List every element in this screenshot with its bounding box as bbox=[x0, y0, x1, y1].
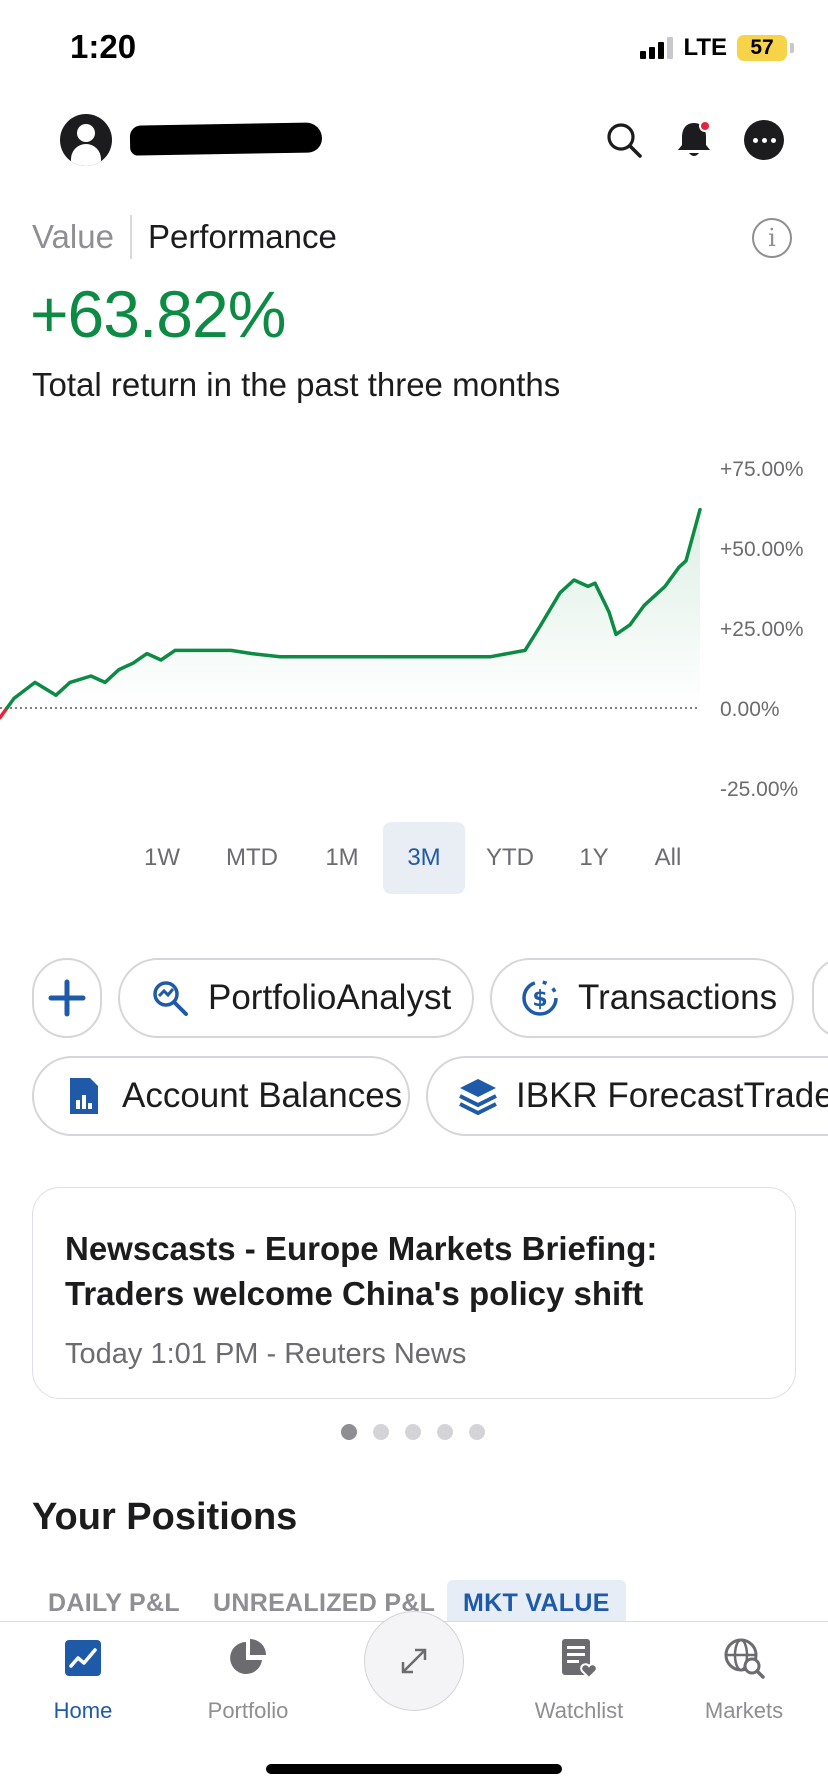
chip-label: Account Balances bbox=[122, 1076, 403, 1115]
chart-area bbox=[14, 509, 700, 708]
nav-portfolio[interactable]: Portfolio bbox=[183, 1636, 313, 1724]
battery-tip bbox=[790, 43, 794, 53]
tab-divider bbox=[129, 215, 132, 259]
y-tick-label: +25.00% bbox=[720, 618, 804, 641]
watchlist-icon bbox=[557, 1636, 601, 1680]
range-tab-1m[interactable]: 1M bbox=[325, 844, 359, 871]
tab-daily-pl[interactable]: DAILY P&L bbox=[48, 1588, 180, 1617]
battery-level: 57 bbox=[750, 36, 774, 59]
chart-line-negative bbox=[0, 706, 9, 720]
plus-icon bbox=[48, 979, 86, 1017]
y-tick-label: 0.00% bbox=[720, 698, 780, 721]
tab-value[interactable]: Value bbox=[32, 218, 114, 255]
y-tick-label: +75.00% bbox=[720, 458, 804, 481]
positions-tabs: DAILY P&L UNREALIZED P&L MKT VALUE bbox=[32, 1580, 828, 1622]
news-headline: Newscasts - Europe Markets Briefing: Tra… bbox=[65, 1230, 658, 1312]
chart-svg: +75.00% +50.00% +25.00% 0.00% -25.00% bbox=[0, 458, 804, 800]
nav-label-watchlist: Watchlist bbox=[534, 1698, 624, 1723]
tab-performance[interactable]: Performance bbox=[147, 218, 337, 255]
avatar-icon[interactable] bbox=[60, 114, 112, 166]
nav-label-markets: Markets bbox=[704, 1698, 784, 1723]
range-tab-1w[interactable]: 1W bbox=[144, 844, 180, 871]
ibkr-forecasttrader-chip[interactable]: IBKR ForecastTrader bbox=[426, 1056, 828, 1136]
info-icon: i bbox=[768, 224, 776, 252]
pager-dot-3[interactable] bbox=[405, 1424, 421, 1440]
chip-label: Transactions bbox=[578, 978, 778, 1017]
status-time: 1:20 bbox=[70, 28, 137, 65]
svg-text:$: $ bbox=[532, 987, 547, 1012]
home-chart-icon bbox=[61, 1636, 105, 1680]
y-tick-label: +50.00% bbox=[720, 538, 804, 561]
network-type: LTE bbox=[683, 34, 727, 61]
bell-icon bbox=[678, 120, 711, 156]
total-return-value: +63.82% bbox=[30, 277, 286, 351]
transactions-chip[interactable]: $ Transactions bbox=[490, 958, 794, 1038]
tab-mkt-value[interactable]: MKT VALUE bbox=[447, 1580, 626, 1622]
status-bar: 1:20 LTE 57 bbox=[0, 0, 828, 100]
y-tick-label: -25.00% bbox=[720, 778, 798, 800]
search-icon bbox=[607, 123, 642, 158]
pager-dot-4[interactable] bbox=[437, 1424, 453, 1440]
battery-icon: 57 bbox=[737, 35, 787, 61]
expand-arrows-icon bbox=[401, 1648, 427, 1674]
chip-label: IBKR ForecastTrader bbox=[516, 1076, 828, 1115]
performance-chart[interactable]: +75.00% +50.00% +25.00% 0.00% -25.00% bbox=[0, 440, 828, 800]
globe-search-icon bbox=[722, 1636, 766, 1680]
chart-line-series bbox=[5, 507, 702, 710]
analysis-search-icon bbox=[150, 978, 190, 1018]
status-indicators: LTE 57 bbox=[640, 34, 794, 62]
app-header bbox=[0, 110, 828, 170]
range-tab-mtd[interactable]: MTD bbox=[226, 844, 278, 871]
cellular-signal-icon bbox=[640, 37, 674, 59]
nav-watchlist[interactable]: Watchlist bbox=[514, 1636, 644, 1724]
dollar-history-icon: $ bbox=[520, 978, 560, 1018]
news-pager bbox=[341, 1424, 485, 1440]
total-return-subtitle: Total return in the past three months bbox=[32, 366, 561, 403]
nav-markets[interactable]: Markets bbox=[679, 1636, 809, 1724]
nav-label-home: Home bbox=[53, 1698, 113, 1723]
pager-dot-1[interactable] bbox=[341, 1424, 357, 1440]
tab-unrealized-pl[interactable]: UNREALIZED P&L bbox=[213, 1588, 436, 1617]
info-button[interactable]: i bbox=[752, 218, 792, 258]
nav-home[interactable]: Home bbox=[18, 1636, 148, 1724]
pager-dot-5[interactable] bbox=[469, 1424, 485, 1440]
range-selector: 1W MTD 1M 3M YTD 1Y All bbox=[0, 822, 828, 894]
search-button[interactable] bbox=[600, 116, 648, 164]
more-options-button[interactable] bbox=[740, 116, 788, 164]
expand-button[interactable] bbox=[364, 1611, 464, 1711]
document-chart-icon bbox=[64, 1076, 104, 1116]
range-tab-3m[interactable]: 3M bbox=[383, 822, 465, 894]
news-card[interactable]: Newscasts - Europe Markets Briefing: Tra… bbox=[32, 1187, 796, 1399]
range-tab-1y[interactable]: 1Y bbox=[579, 844, 609, 871]
more-icon bbox=[744, 120, 784, 160]
portfolioanalyst-chip[interactable]: PortfolioAnalyst bbox=[118, 958, 474, 1038]
chip-label: PortfolioAnalyst bbox=[208, 978, 452, 1017]
add-shortcut-button[interactable] bbox=[32, 958, 102, 1038]
pie-chart-icon bbox=[226, 1636, 270, 1680]
account-name-redacted bbox=[129, 122, 323, 156]
nav-label-portfolio: Portfolio bbox=[207, 1698, 289, 1723]
range-tab-all[interactable]: All bbox=[654, 844, 682, 871]
account-balances-chip[interactable]: Account Balances bbox=[32, 1056, 410, 1136]
news-meta: Today 1:01 PM - Reuters News bbox=[65, 1338, 467, 1370]
pager-dot-2[interactable] bbox=[373, 1424, 389, 1440]
notifications-button[interactable] bbox=[670, 116, 718, 164]
summary-toggle: Value Performance bbox=[32, 215, 337, 259]
positions-title: Your Positions bbox=[32, 1496, 298, 1538]
layers-icon bbox=[458, 1076, 498, 1116]
range-tab-ytd[interactable]: YTD bbox=[486, 844, 534, 871]
home-indicator bbox=[266, 1764, 562, 1774]
overflow-chip[interactable] bbox=[812, 958, 828, 1038]
